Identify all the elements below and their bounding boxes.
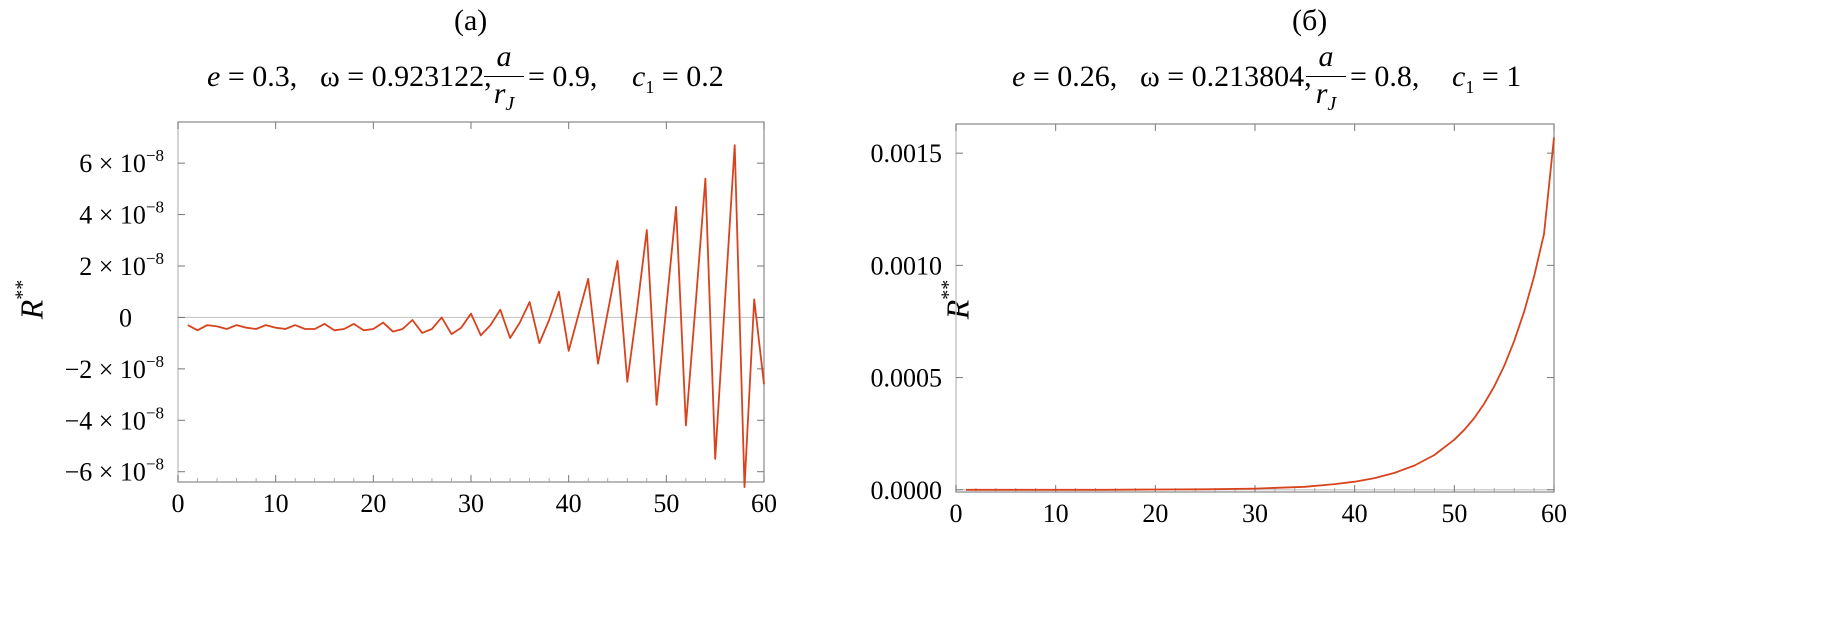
x-tick-label: 40 [1342, 499, 1368, 528]
y-tick-label: 4 × 10−8 [79, 198, 164, 230]
param-ratio-value: = 0.9, [528, 60, 598, 93]
param-omega: ω = 0.923122, [320, 60, 492, 93]
plot-area: 0 10 20 30 40 50 60 6 × 10−8 4 × 10−8 2 × 10−8 0 −2… [65, 121, 777, 518]
param-ratio-fraction: a rJ [1306, 42, 1346, 114]
panel-label: (б) [1292, 4, 1328, 37]
y-tick-label: 0.0010 [871, 251, 943, 280]
plot-frame [955, 123, 1555, 493]
y-tick-label: −6 × 10−8 [65, 455, 164, 487]
y-tick-label: −2 × 10−8 [65, 352, 164, 384]
param-ratio-value: = 0.8, [1350, 60, 1420, 93]
x-tick-label: 50 [653, 489, 679, 518]
param-ratio-fraction: a rJ [484, 42, 524, 114]
y-tick-label: −4 × 10−8 [65, 403, 164, 435]
x-tick-label: 0 [950, 499, 963, 528]
chart-panel-b: (б) e = 0.26, ω = 0.213804, a rJ = 0.8, … [871, 0, 1828, 623]
y-tick-label: 0.0005 [871, 364, 943, 393]
plot-frame [177, 121, 765, 483]
x-tick-label: 10 [263, 489, 289, 518]
x-tick-label: 30 [1242, 499, 1268, 528]
param-c1: c1 = 1 [1452, 60, 1522, 97]
panel-label: (a) [454, 4, 488, 37]
series-line [966, 137, 1555, 491]
x-tick-label: 40 [556, 489, 582, 518]
y-tick-label: 6 × 10−8 [79, 146, 164, 178]
series-line [187, 144, 765, 489]
x-tick-label: 60 [1541, 499, 1567, 528]
y-tick-label: 0.0015 [871, 139, 943, 168]
x-tick-label: 20 [1142, 499, 1168, 528]
plot-area: 0 10 20 30 40 50 60 0.0015 0.0010 0.0005 0.0000 [871, 123, 1567, 528]
chart-panel-a: (a) e = 0.3, ω = 0.923122, a rJ = 0.9, c… [12, 4, 778, 519]
param-e: e = 0.26, [1012, 60, 1118, 93]
param-omega: ω = 0.213804, [1140, 60, 1312, 93]
x-tick-label: 0 [172, 489, 185, 518]
x-tick-label: 50 [1441, 499, 1467, 528]
y-tick-label: 0 [119, 303, 132, 332]
param-e: e = 0.3, [207, 60, 298, 93]
x-tick-label: 10 [1043, 499, 1069, 528]
param-c1: c1 = 0.2 [632, 60, 724, 97]
y-tick-label: 2 × 10−8 [79, 249, 164, 281]
x-tick-label: 20 [360, 489, 386, 518]
x-tick-label: 60 [751, 489, 777, 518]
x-tick-label: 30 [458, 489, 484, 518]
y-tick-label: 0.0000 [871, 476, 943, 505]
